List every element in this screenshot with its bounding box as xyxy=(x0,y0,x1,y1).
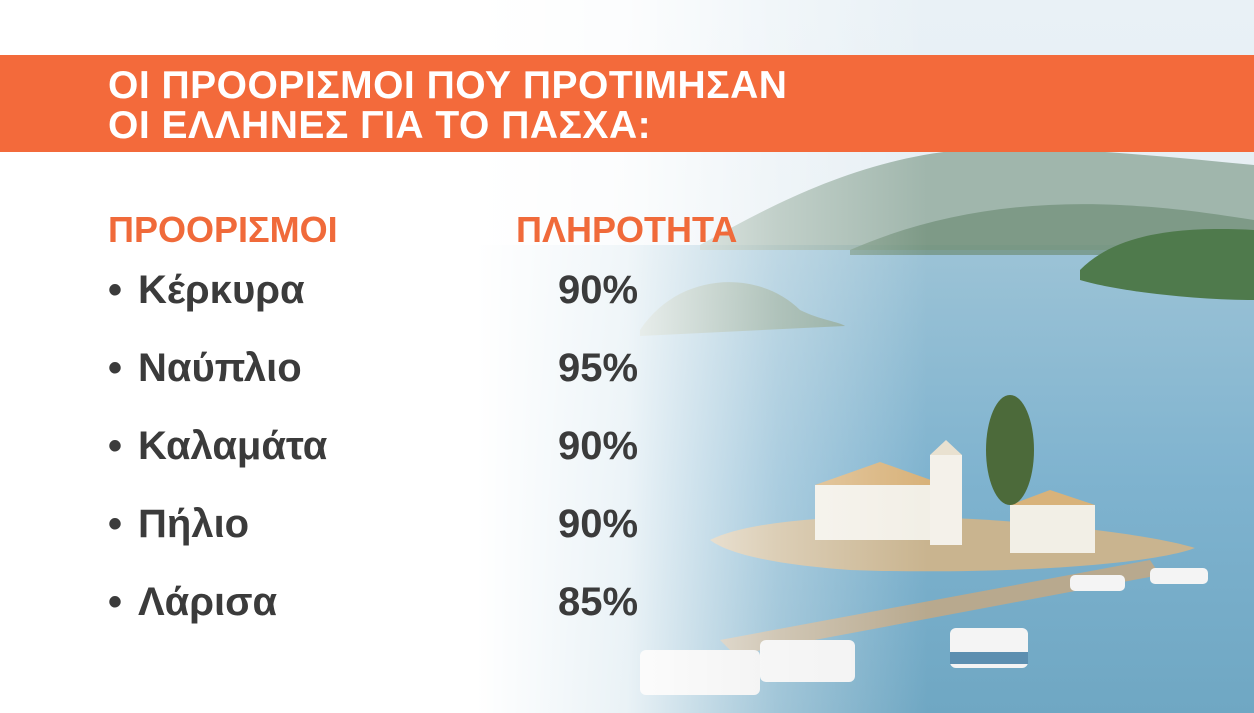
bullet: • xyxy=(108,346,123,390)
list-item: • Πήλιο 90% xyxy=(108,496,668,574)
occupancy-value: 95% xyxy=(558,346,639,390)
occupancy-value: 90% xyxy=(558,424,639,468)
list-item: • Λάρισα 85% xyxy=(108,574,668,652)
destination-name: Ναύπλιο xyxy=(138,346,302,390)
destination-name: Λάρισα xyxy=(138,580,278,624)
occupancy-value: 90% xyxy=(558,268,639,312)
list-item: • Ναύπλιο 95% xyxy=(108,340,668,418)
destination-name: Καλαμάτα xyxy=(138,424,328,468)
header-destinations: ΠΡΟΟΡΙΣΜΟΙ xyxy=(108,209,338,250)
header-occupancy: ΠΛΗΡΟΤΗΤΑ xyxy=(516,209,738,250)
page-title: ΟΙ ΠΡΟΟΡΙΣΜΟΙ ΠΟΥ ΠΡΟΤΙΜΗΣΑΝ ΟΙ ΕΛΛΗΝΕΣ … xyxy=(108,66,787,146)
title-line-2: ΟΙ ΕΛΛΗΝΕΣ ΓΙΑ ΤΟ ΠΑΣΧΑ: xyxy=(108,104,652,147)
bullet: • xyxy=(108,424,123,468)
title-banner xyxy=(0,55,1254,152)
bullet: • xyxy=(108,268,123,312)
destination-name: Κέρκυρα xyxy=(138,268,305,312)
destination-name: Πήλιο xyxy=(138,502,250,546)
bullet: • xyxy=(108,502,123,546)
occupancy-value: 85% xyxy=(558,580,639,624)
list-item: • Καλαμάτα 90% xyxy=(108,418,668,496)
occupancy-value: 90% xyxy=(558,502,639,546)
title-line-1: ΟΙ ΠΡΟΟΡΙΣΜΟΙ ΠΟΥ ΠΡΟΤΙΜΗΣΑΝ xyxy=(108,64,788,107)
destinations-list: • Κέρκυρα 90% • Ναύπλιο 95% • Καλαμάτα 9… xyxy=(108,262,668,652)
bullet: • xyxy=(108,580,123,624)
list-item: • Κέρκυρα 90% xyxy=(108,262,668,340)
